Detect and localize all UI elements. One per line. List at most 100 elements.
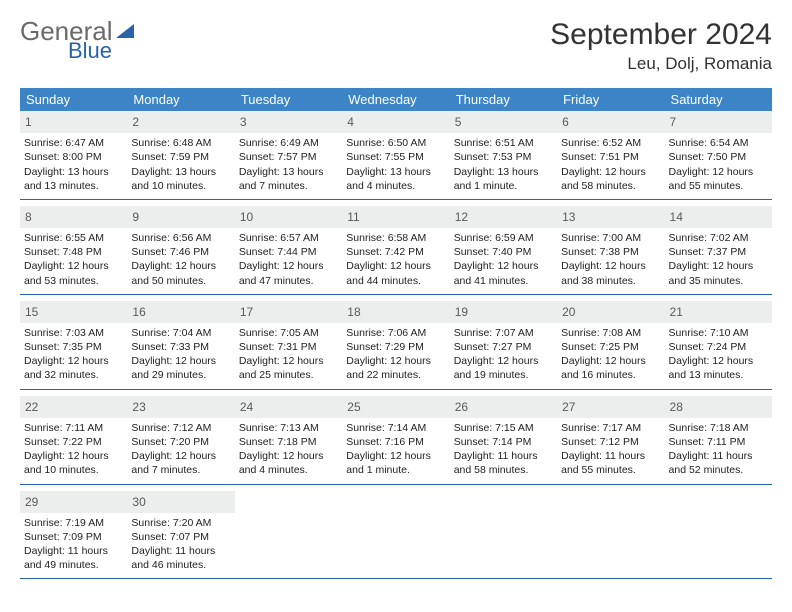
- day-day1: Daylight: 12 hours: [24, 259, 123, 273]
- day-sunset: Sunset: 7:11 PM: [669, 435, 768, 449]
- day-day1: Daylight: 13 hours: [454, 165, 553, 179]
- day-sunrise: Sunrise: 7:03 AM: [24, 326, 123, 340]
- calendar-day: 12Sunrise: 6:59 AMSunset: 7:40 PMDayligh…: [450, 206, 557, 294]
- day-day2: and 58 minutes.: [561, 179, 660, 193]
- day-day2: and 7 minutes.: [131, 463, 230, 477]
- day-day2: and 19 minutes.: [454, 368, 553, 382]
- day-day2: and 7 minutes.: [239, 179, 338, 193]
- calendar-day: 5Sunrise: 6:51 AMSunset: 7:53 PMDaylight…: [450, 111, 557, 199]
- day-number: 22: [20, 396, 127, 418]
- day-day1: Daylight: 12 hours: [561, 165, 660, 179]
- day-day1: Daylight: 12 hours: [346, 354, 445, 368]
- day-number: 30: [127, 491, 234, 513]
- day-sunset: Sunset: 7:12 PM: [561, 435, 660, 449]
- day-day2: and 1 minute.: [454, 179, 553, 193]
- day-number: 11: [342, 206, 449, 228]
- day-sunset: Sunset: 7:46 PM: [131, 245, 230, 259]
- day-sunrise: Sunrise: 6:54 AM: [669, 136, 768, 150]
- calendar-day-empty: [665, 491, 772, 579]
- day-day2: and 49 minutes.: [24, 558, 123, 572]
- calendar-day: 3Sunrise: 6:49 AMSunset: 7:57 PMDaylight…: [235, 111, 342, 199]
- day-day1: Daylight: 12 hours: [239, 354, 338, 368]
- day-number: 23: [127, 396, 234, 418]
- day-sunrise: Sunrise: 7:15 AM: [454, 421, 553, 435]
- calendar-week: 22Sunrise: 7:11 AMSunset: 7:22 PMDayligh…: [20, 396, 772, 485]
- day-day1: Daylight: 12 hours: [669, 165, 768, 179]
- day-day1: Daylight: 12 hours: [669, 354, 768, 368]
- day-number: 12: [450, 206, 557, 228]
- day-sunset: Sunset: 7:09 PM: [24, 530, 123, 544]
- calendar-day: 25Sunrise: 7:14 AMSunset: 7:16 PMDayligh…: [342, 396, 449, 484]
- calendar-day: 20Sunrise: 7:08 AMSunset: 7:25 PMDayligh…: [557, 301, 664, 389]
- calendar-day: 24Sunrise: 7:13 AMSunset: 7:18 PMDayligh…: [235, 396, 342, 484]
- title-block: September 2024 Leu, Dolj, Romania: [550, 18, 772, 74]
- day-day2: and 13 minutes.: [669, 368, 768, 382]
- day-sunrise: Sunrise: 6:56 AM: [131, 231, 230, 245]
- day-day1: Daylight: 13 hours: [346, 165, 445, 179]
- day-sunrise: Sunrise: 7:12 AM: [131, 421, 230, 435]
- day-sunrise: Sunrise: 6:55 AM: [24, 231, 123, 245]
- day-sunrise: Sunrise: 7:11 AM: [24, 421, 123, 435]
- day-sunset: Sunset: 7:25 PM: [561, 340, 660, 354]
- day-day2: and 16 minutes.: [561, 368, 660, 382]
- day-sunset: Sunset: 7:37 PM: [669, 245, 768, 259]
- day-day1: Daylight: 12 hours: [239, 259, 338, 273]
- calendar-day: 4Sunrise: 6:50 AMSunset: 7:55 PMDaylight…: [342, 111, 449, 199]
- day-day1: Daylight: 12 hours: [454, 259, 553, 273]
- day-number: 9: [127, 206, 234, 228]
- day-day2: and 47 minutes.: [239, 274, 338, 288]
- calendar-day: 17Sunrise: 7:05 AMSunset: 7:31 PMDayligh…: [235, 301, 342, 389]
- day-number: 2: [127, 111, 234, 133]
- day-day1: Daylight: 12 hours: [131, 449, 230, 463]
- day-sunrise: Sunrise: 6:59 AM: [454, 231, 553, 245]
- calendar-week: 29Sunrise: 7:19 AMSunset: 7:09 PMDayligh…: [20, 491, 772, 580]
- page-title: September 2024: [550, 18, 772, 52]
- day-sunset: Sunset: 7:18 PM: [239, 435, 338, 449]
- day-number: 25: [342, 396, 449, 418]
- day-day2: and 38 minutes.: [561, 274, 660, 288]
- day-day1: Daylight: 12 hours: [239, 449, 338, 463]
- day-sunset: Sunset: 7:55 PM: [346, 150, 445, 164]
- weekday-header: Sunday: [20, 88, 127, 111]
- day-day2: and 52 minutes.: [669, 463, 768, 477]
- day-sunrise: Sunrise: 7:00 AM: [561, 231, 660, 245]
- day-sunset: Sunset: 7:57 PM: [239, 150, 338, 164]
- day-day1: Daylight: 12 hours: [346, 449, 445, 463]
- day-sunset: Sunset: 7:50 PM: [669, 150, 768, 164]
- calendar-day: 16Sunrise: 7:04 AMSunset: 7:33 PMDayligh…: [127, 301, 234, 389]
- day-sunrise: Sunrise: 6:47 AM: [24, 136, 123, 150]
- day-sunrise: Sunrise: 6:50 AM: [346, 136, 445, 150]
- day-day2: and 1 minute.: [346, 463, 445, 477]
- weekday-header: Tuesday: [235, 88, 342, 111]
- day-sunset: Sunset: 7:48 PM: [24, 245, 123, 259]
- calendar-day: 6Sunrise: 6:52 AMSunset: 7:51 PMDaylight…: [557, 111, 664, 199]
- day-sunset: Sunset: 7:27 PM: [454, 340, 553, 354]
- day-day1: Daylight: 12 hours: [24, 354, 123, 368]
- day-day2: and 55 minutes.: [669, 179, 768, 193]
- day-number: 13: [557, 206, 664, 228]
- day-day1: Daylight: 11 hours: [561, 449, 660, 463]
- calendar-day: 10Sunrise: 6:57 AMSunset: 7:44 PMDayligh…: [235, 206, 342, 294]
- day-day2: and 44 minutes.: [346, 274, 445, 288]
- day-sunrise: Sunrise: 7:04 AM: [131, 326, 230, 340]
- day-number: 6: [557, 111, 664, 133]
- day-sunset: Sunset: 7:38 PM: [561, 245, 660, 259]
- calendar-day: 19Sunrise: 7:07 AMSunset: 7:27 PMDayligh…: [450, 301, 557, 389]
- day-sunset: Sunset: 7:44 PM: [239, 245, 338, 259]
- calendar-week: 1Sunrise: 6:47 AMSunset: 8:00 PMDaylight…: [20, 111, 772, 200]
- day-sunset: Sunset: 7:53 PM: [454, 150, 553, 164]
- day-sunset: Sunset: 7:29 PM: [346, 340, 445, 354]
- day-day1: Daylight: 12 hours: [454, 354, 553, 368]
- weekday-header: Friday: [557, 88, 664, 111]
- day-day2: and 10 minutes.: [131, 179, 230, 193]
- day-number: 17: [235, 301, 342, 323]
- day-sunset: Sunset: 7:35 PM: [24, 340, 123, 354]
- day-sunset: Sunset: 7:20 PM: [131, 435, 230, 449]
- day-number: 24: [235, 396, 342, 418]
- day-day2: and 25 minutes.: [239, 368, 338, 382]
- day-sunset: Sunset: 7:16 PM: [346, 435, 445, 449]
- day-sunrise: Sunrise: 7:20 AM: [131, 516, 230, 530]
- calendar-day-empty: [450, 491, 557, 579]
- day-day1: Daylight: 12 hours: [346, 259, 445, 273]
- brand-word-2: Blue: [68, 40, 134, 62]
